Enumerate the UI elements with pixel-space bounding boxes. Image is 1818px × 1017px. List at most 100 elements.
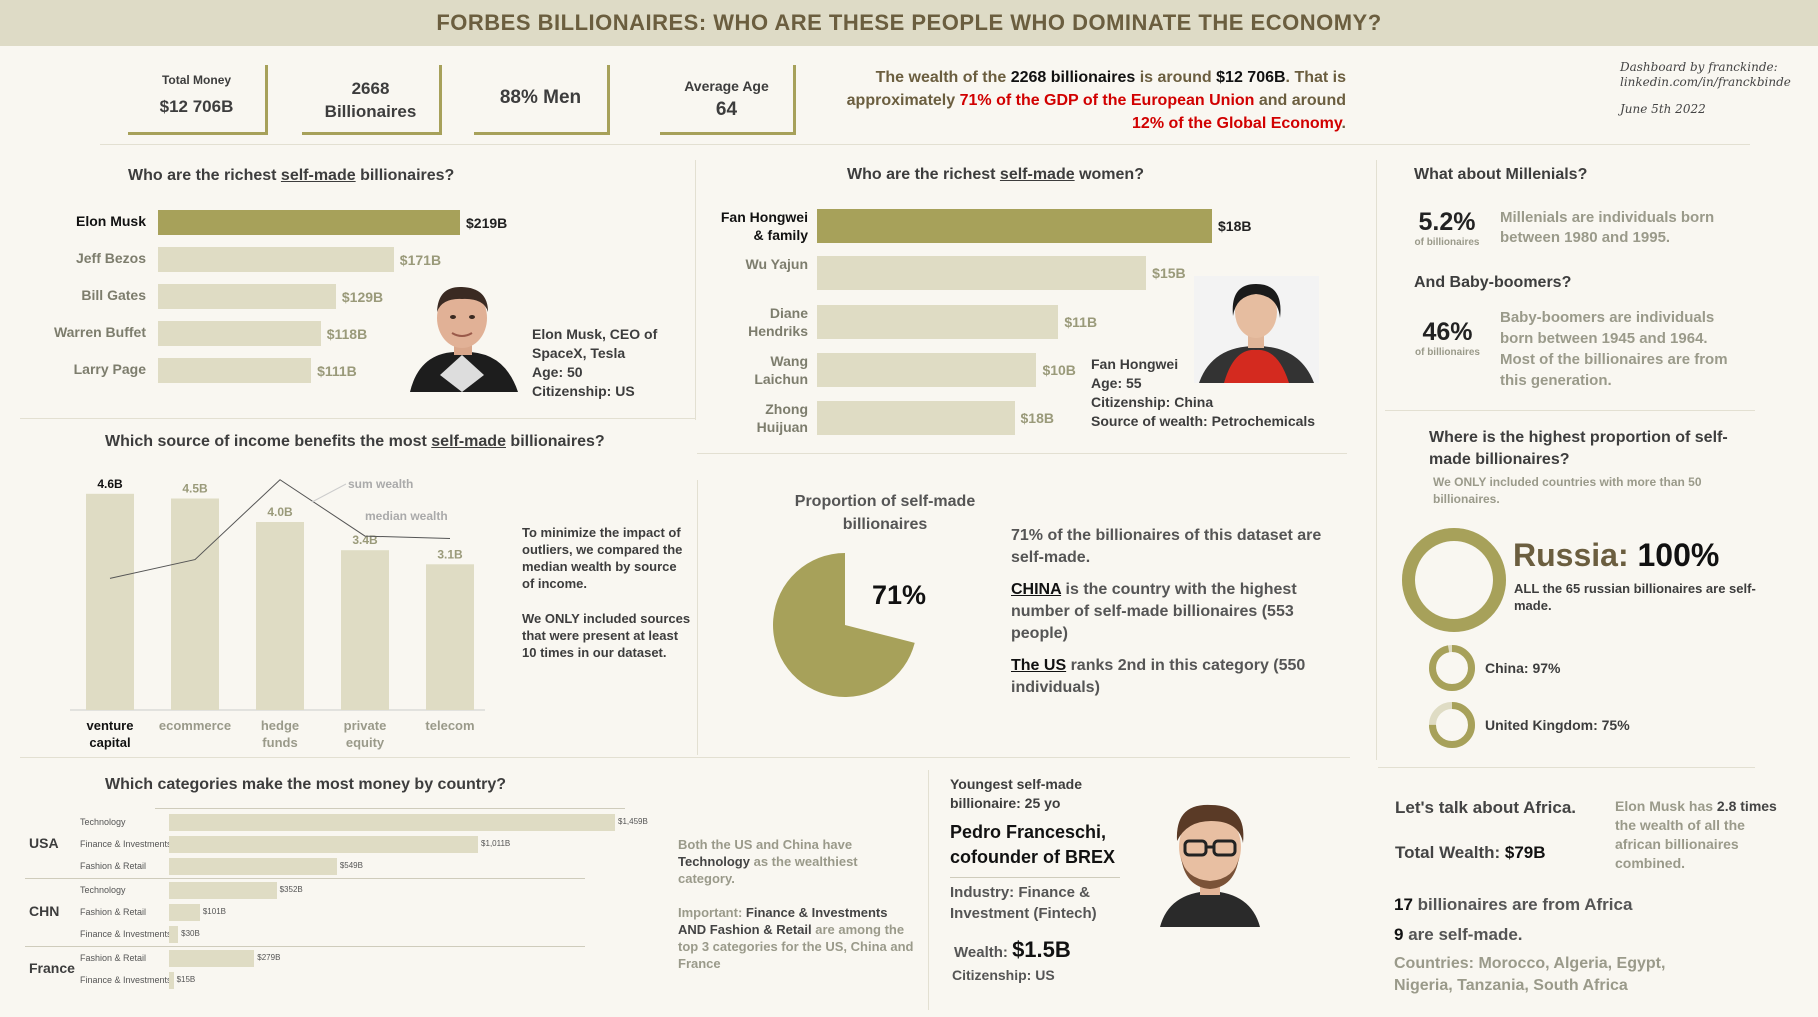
kpi-average-age-value: 64: [715, 99, 738, 120]
africa-title: Let's talk about Africa.: [1395, 798, 1577, 817]
youngest-label: Youngest self-made billionaire: 25 yo: [950, 776, 1082, 811]
richest-bar-name: Larry Page: [73, 361, 146, 377]
categories-notes: Both the US and China have Technology as…: [678, 836, 918, 972]
category-value: $30B: [181, 929, 200, 938]
proportion-pie: [773, 553, 915, 697]
youngest-industry: Industry: Finance & Investment (Fintech): [950, 884, 1097, 922]
richest-bar-name: Jeff Bezos: [75, 250, 146, 266]
category-bar: [169, 858, 337, 875]
women-bar-value: $15B: [1152, 265, 1186, 281]
income-bar-label: 3.1B: [437, 547, 463, 561]
credit-line-1: Dashboard by franckinde:: [1620, 60, 1778, 74]
legend-sum-wealth: sum wealth: [348, 477, 413, 491]
women-bar-name: Wu Yajun: [745, 256, 809, 272]
russia-ring: [1402, 528, 1506, 632]
proportion-title: Proportion of self-made billionaires: [794, 493, 976, 533]
divider-vert-2: [1376, 160, 1377, 760]
pedro-franceschi-photo: [1155, 795, 1265, 927]
africa-musk: Elon Musk has 2.8 times the wealth of al…: [1615, 798, 1777, 871]
uk-ring: [1429, 702, 1475, 748]
categories-title: Which categories make the most money by …: [105, 776, 506, 793]
youngest-name: Pedro Franceschi, cofounder of BREX: [950, 822, 1115, 867]
category-bar: [169, 972, 174, 989]
millenials-title: What about Millenials?: [1414, 166, 1588, 183]
category-separator: [25, 946, 585, 947]
category-value: $15B: [176, 975, 196, 984]
women-title: Who are the richest self-made women?: [847, 166, 1144, 183]
proportion-label: 71%: [872, 580, 927, 610]
boomers-pct: 46% of billionaires: [1414, 318, 1480, 358]
category-name: Fashion & Retail: [80, 953, 147, 963]
summary-text: The wealth of the 2268 billionaires is a…: [846, 69, 1346, 132]
kpi-billionaires-value: 2668: [351, 79, 390, 98]
youngest-citizenship: Citizenship: US: [952, 967, 1055, 983]
women-bar: [817, 305, 1059, 339]
women-bar-value: $11B: [1064, 314, 1098, 330]
income-bar-label: 4.0B: [267, 505, 293, 519]
fan-caption: Fan Hongwei Age: 55 Citizenship: China S…: [1091, 356, 1316, 429]
ring-fill: [1429, 702, 1475, 748]
categories-note-1: Both the US and China have Technology as…: [678, 837, 858, 886]
richest-title: Who are the richest self-made billionair…: [128, 167, 455, 184]
uk-label: United Kingdom: 75%: [1485, 717, 1630, 733]
divider-lower: [20, 757, 1350, 758]
category-bar: [169, 836, 479, 853]
kpi-men-value: 88% Men: [499, 87, 582, 108]
richest-bar-value: $219B: [466, 215, 508, 231]
category-value: $1,459B: [618, 817, 648, 826]
millenials-desc: Millenials are individuals born between …: [1500, 209, 1715, 246]
ring-fill: [1429, 645, 1475, 691]
categories-top-line: [155, 808, 625, 809]
category-name: Finance & Investments: [80, 839, 172, 849]
category-name: Fashion & Retail: [80, 907, 147, 917]
richest-bar-value: $171B: [399, 252, 442, 268]
women-bar: [817, 209, 1212, 243]
category-value: $549B: [339, 861, 363, 870]
category-country: France: [29, 960, 75, 976]
richest-bar-value: $118B: [326, 326, 368, 342]
richest-bar-name: Bill Gates: [81, 287, 146, 303]
income-bar: [256, 522, 304, 710]
africa-countries: Countries: Morocco, Algeria, Egypt, Nige…: [1394, 955, 1666, 994]
richest-bar: [158, 358, 312, 383]
category-country: CHN: [29, 903, 60, 919]
income-bar: [341, 550, 389, 710]
category-separator: [25, 878, 585, 879]
women-bar: [817, 256, 1147, 290]
category-bar: [169, 904, 200, 921]
income-category: equity: [346, 735, 385, 750]
income-note-2: We ONLY included sources that were prese…: [522, 611, 691, 660]
kpi-total-money-label: Total Money: [161, 73, 232, 87]
credit: Dashboard by franckinde: linkedin.com/in…: [1620, 60, 1791, 117]
boomers-desc: Baby-boomers are individuals born betwee…: [1500, 309, 1728, 389]
kpi-billionaires-label: Billionaires: [324, 102, 417, 121]
categories-note-2: Important: Finance & Investments AND Fas…: [678, 905, 914, 971]
divider-top: [100, 144, 1750, 145]
category-name: Fashion & Retail: [80, 861, 147, 871]
richest-bar: [158, 321, 321, 346]
countries-sub: We ONLY included countries with more tha…: [1433, 475, 1702, 506]
ring-fill: [1402, 528, 1506, 632]
richest-bar-name: Warren Buffet: [53, 324, 146, 340]
women-bar: [817, 353, 1037, 387]
category-bar: [169, 950, 255, 967]
proportion-text: 71% of the billionaires of this dataset …: [1011, 525, 1341, 699]
category-name: Finance & Investments: [80, 975, 172, 985]
category-bar: [169, 926, 179, 943]
boomers-title: And Baby-boomers?: [1414, 274, 1572, 291]
category-bar: [169, 814, 615, 831]
fan-hongwei-photo: [1194, 276, 1319, 383]
category-country: USA: [29, 835, 59, 851]
category-value: $1,011B: [481, 839, 511, 848]
women-bar-name: Fan Hongwei & family: [720, 209, 808, 243]
category-name: Technology: [80, 885, 126, 895]
countries-title: Where is the highest proportion of self-…: [1429, 429, 1728, 468]
credit-line-2: linkedin.com/in/franckbinde: [1620, 75, 1791, 89]
category-value: $101B: [202, 907, 226, 916]
russia-label: Russia: 100%: [1513, 537, 1720, 573]
proportion-text-1: 71% of the billionaires of this dataset …: [1011, 527, 1322, 566]
divider-vert-4: [928, 770, 929, 1010]
income-median-line: [109, 479, 451, 579]
income-note-1: To minimize the impact of outliers, we c…: [522, 525, 683, 591]
china-label: China: 97%: [1485, 660, 1561, 676]
